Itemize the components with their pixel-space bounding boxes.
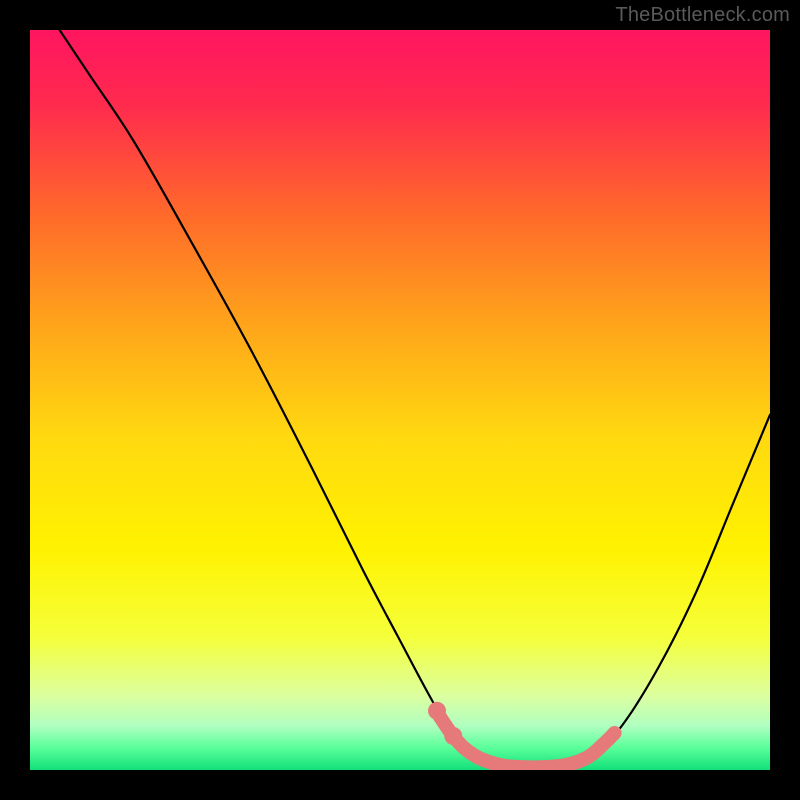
bottleneck-chart (30, 30, 770, 770)
plot-area (30, 30, 770, 770)
gradient-background (30, 30, 770, 770)
marker-dot (444, 727, 462, 745)
marker-dot (428, 702, 446, 720)
watermark-text: TheBottleneck.com (615, 4, 790, 27)
